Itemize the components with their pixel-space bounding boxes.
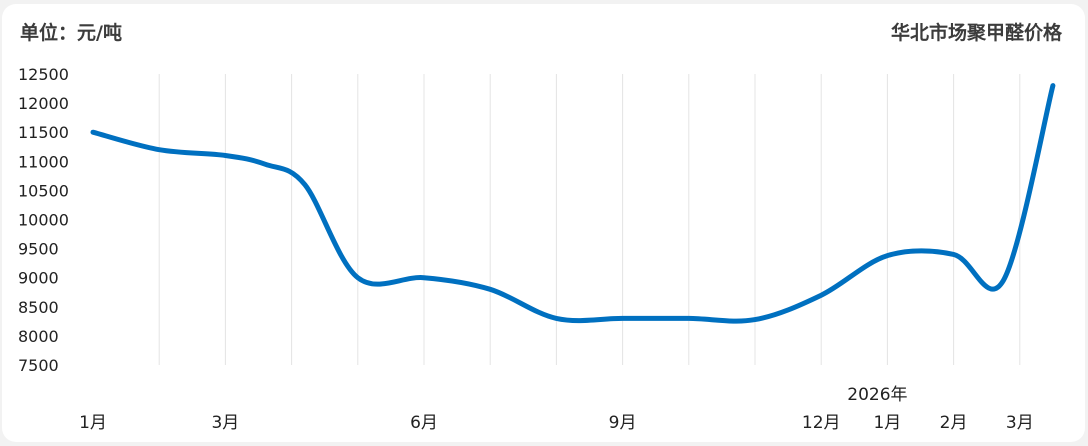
grid-lines <box>158 74 1021 365</box>
unit-label: 单位：元/吨 <box>20 22 122 44</box>
y-tick-label: 10500 <box>18 181 69 200</box>
series-layer <box>90 83 1056 324</box>
y-tick-label: 11000 <box>18 152 69 171</box>
chart-card <box>2 4 1085 442</box>
price-series-line <box>90 83 1056 324</box>
x-axis-ticks: 1月 3月 6月 9月 12月 1月 2月 3月 2026年 <box>79 385 1034 433</box>
y-tick-label: 10000 <box>18 211 69 230</box>
x-tick-label: 1月 <box>79 413 107 433</box>
y-tick-label: 7500 <box>18 356 59 375</box>
y-axis-ticks: 7500 8000 8500 9000 9500 10000 10500 11000 11500… <box>18 65 69 375</box>
x-tick-label: 12月 <box>802 413 841 433</box>
y-tick-label: 12500 <box>18 65 69 84</box>
x-tick-label: 3月 <box>211 413 239 433</box>
x-year-label: 2026年 <box>847 385 907 405</box>
y-tick-label: 11500 <box>18 123 69 142</box>
x-tick-label: 1月 <box>873 413 901 433</box>
y-tick-label: 9500 <box>18 240 59 259</box>
x-tick-label: 6月 <box>410 413 438 433</box>
x-tick-label: 2月 <box>940 413 968 433</box>
x-tick-label: 3月 <box>1006 413 1034 433</box>
y-tick-label: 8500 <box>18 298 59 317</box>
x-tick-label: 9月 <box>609 413 637 433</box>
chart-title: 华北市场聚甲醛价格 <box>890 22 1062 44</box>
y-tick-label: 9000 <box>18 269 59 288</box>
y-tick-label: 12000 <box>18 94 69 113</box>
y-tick-label: 8000 <box>18 327 59 346</box>
